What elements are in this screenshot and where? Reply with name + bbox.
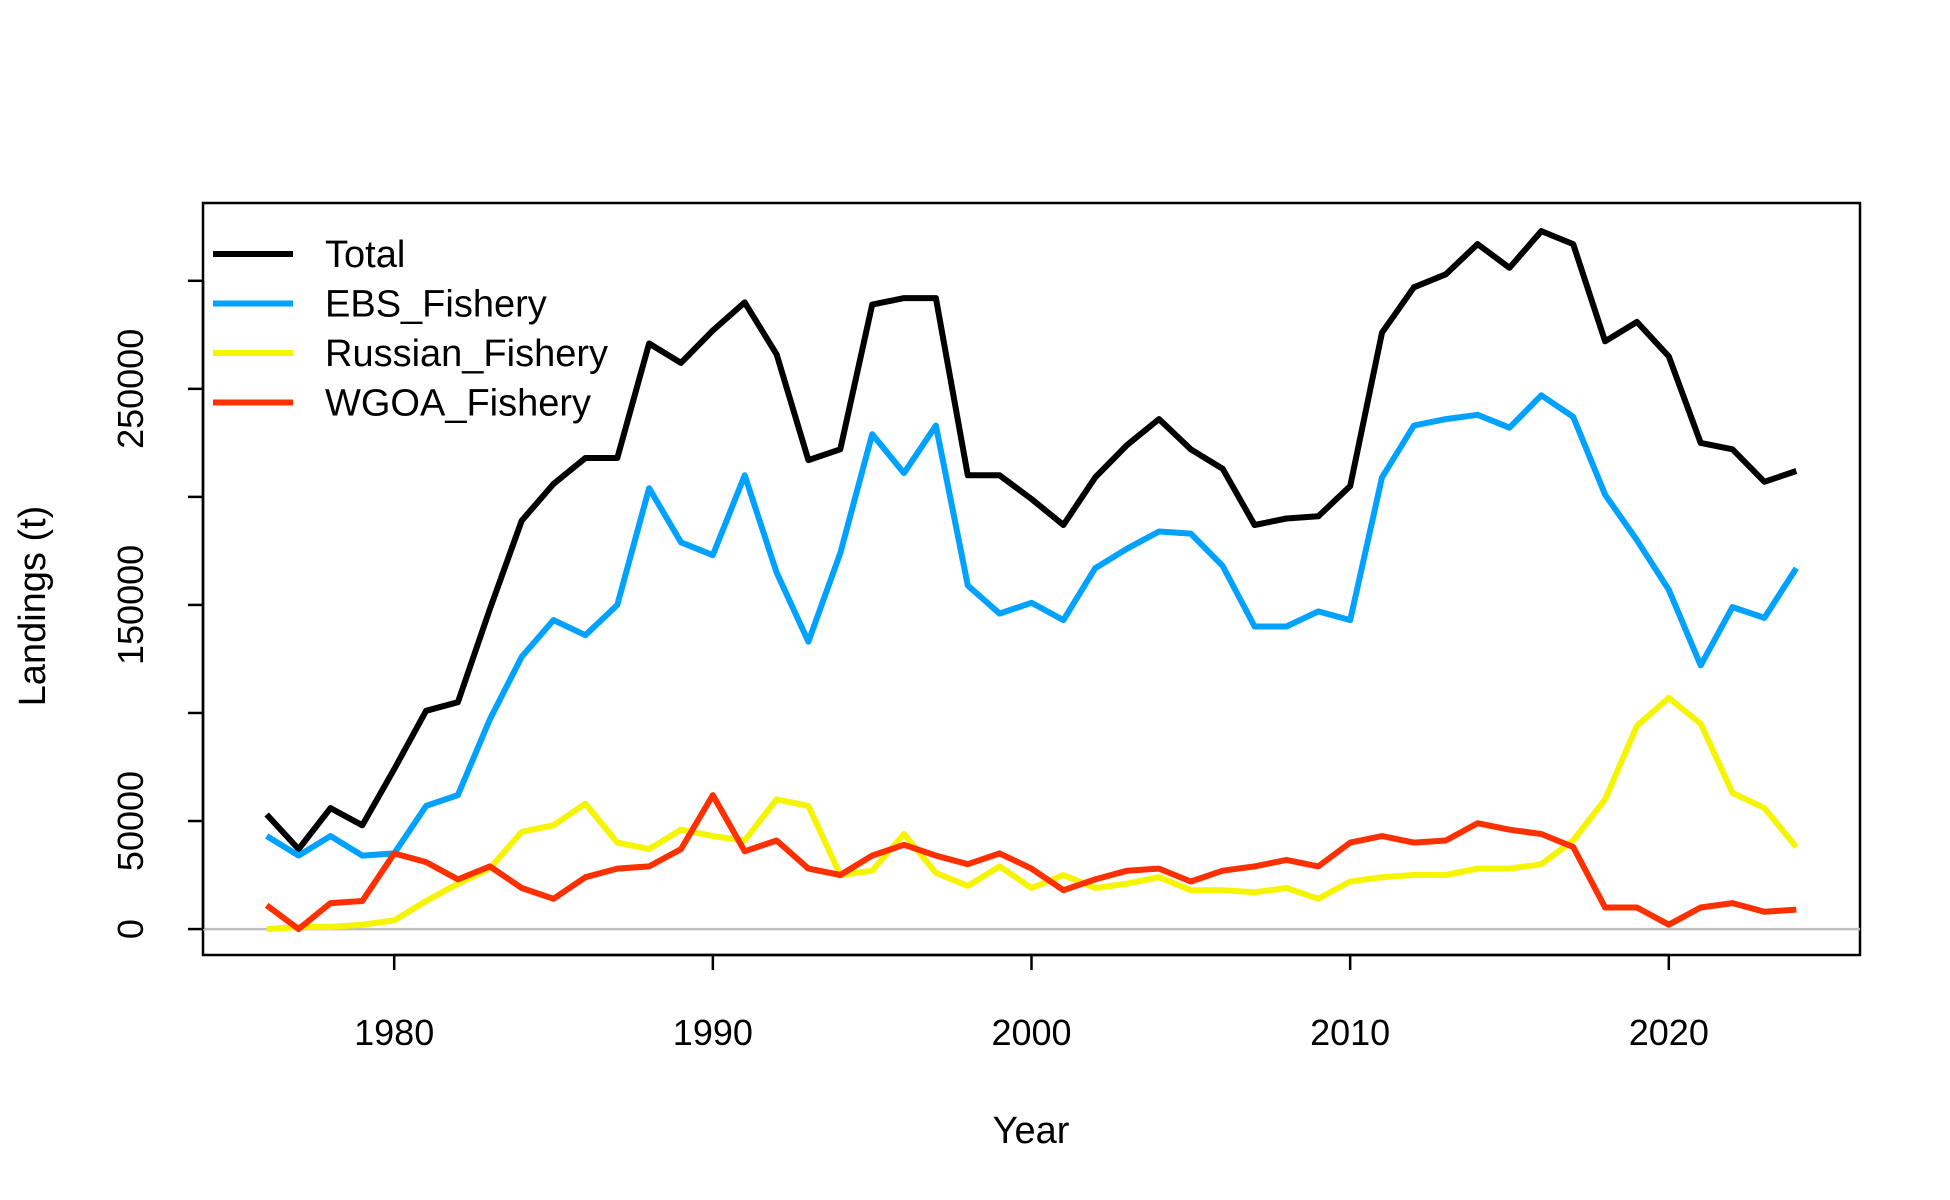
legend: Total EBS_Fishery Russian_Fishery WGOA_Fish… bbox=[213, 234, 608, 425]
legend-label-russian-fishery: Russian_Fishery bbox=[325, 333, 608, 375]
x-tick-label: 2000 bbox=[991, 1012, 1071, 1053]
y-tick-label: 250000 bbox=[110, 329, 151, 449]
y-tick-label: 0 bbox=[110, 919, 151, 939]
x-tick-label: 2020 bbox=[1629, 1012, 1709, 1053]
series-line-total bbox=[264, 228, 1798, 853]
legend-label-ebs-fishery: EBS_Fishery bbox=[325, 284, 547, 326]
series-line-russian-fishery bbox=[266, 694, 1799, 933]
axes: 1980 1990 2000 2010 2020 0 50000 150000 250000 bbox=[110, 279, 1860, 1053]
x-tick-label: 1980 bbox=[354, 1012, 434, 1053]
x-tick-label: 2010 bbox=[1310, 1012, 1390, 1053]
legend-label-wgoa-fishery: WGOA_Fishery bbox=[325, 383, 591, 425]
y-tick-label: 150000 bbox=[110, 545, 151, 665]
series-layer bbox=[264, 228, 1799, 933]
series-line-ebs-fishery bbox=[265, 392, 1799, 859]
legend-label-total: Total bbox=[325, 234, 405, 276]
x-axis-label: Year bbox=[993, 1110, 1070, 1152]
y-tick-label: 50000 bbox=[110, 771, 151, 871]
series-line-wgoa-fishery bbox=[264, 792, 1797, 933]
y-axis-label: Landings (t) bbox=[12, 506, 54, 707]
x-tick-label: 1990 bbox=[673, 1012, 753, 1053]
